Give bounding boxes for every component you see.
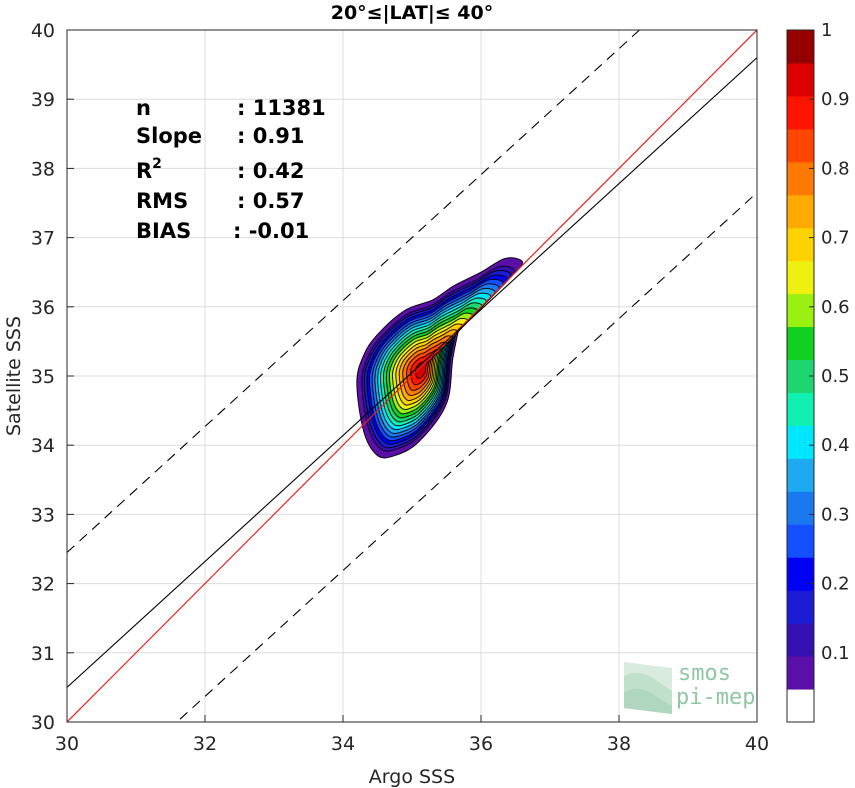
colorbar-segment [787, 326, 814, 361]
y-axis-label: Satellite SSS [3, 316, 25, 436]
colorbar-tick-label: 0.9 [821, 89, 850, 110]
stat-bias-label: BIAS [136, 219, 191, 243]
colorbar-segment [787, 557, 814, 591]
chart-title: 20°≤|LAT|≤ 40° [331, 2, 494, 24]
y-tick-label: 37 [31, 228, 55, 250]
stat-slope-value: : 0.91 [237, 124, 305, 148]
colorbar-segment [787, 260, 814, 295]
colorbar-segment [787, 524, 814, 558]
colorbar-tick-label: 1 [821, 20, 832, 41]
y-axis-ticks: 30 31 32 33 34 35 36 37 38 39 40 [31, 20, 74, 734]
colorbar-segment [787, 689, 814, 723]
stat-rms-value: : 0.57 [237, 189, 305, 213]
colorbar-segment [787, 293, 814, 328]
colorbar-segment [787, 491, 814, 525]
colorbar-segment [787, 128, 814, 163]
colorbar-segment [787, 95, 814, 130]
stat-r2-base: R [136, 159, 152, 183]
colorbar-tick-label: 0.8 [821, 158, 850, 179]
y-tick-label: 32 [31, 574, 55, 596]
colorbar-segment [787, 227, 814, 262]
colorbar-segment [787, 425, 814, 459]
x-tick-label: 36 [469, 733, 493, 755]
fit-lines [67, 30, 757, 722]
colorbar-tick-label: 0.4 [821, 435, 850, 456]
stat-slope-label: Slope [136, 124, 202, 148]
density-contour-level [414, 356, 434, 379]
colorbar-tick-label: 0.6 [821, 297, 850, 318]
stat-r2-value: : 0.42 [237, 159, 305, 183]
upper-bound-line [67, 30, 641, 553]
y-tick-label: 34 [31, 435, 55, 457]
colorbar-segment [787, 590, 814, 624]
x-axis-label: Argo SSS [369, 766, 455, 788]
colorbar-segment [787, 392, 814, 426]
stat-r2-sup: 2 [152, 156, 162, 172]
stat-r2-label: R2 [136, 156, 162, 183]
x-tick-label: 38 [607, 733, 631, 755]
x-axis-ticks: 30 32 34 36 38 40 [55, 715, 769, 755]
lower-bound-line [176, 192, 757, 722]
colorbar-tick-label: 0.3 [821, 504, 850, 525]
colorbar-segment [787, 194, 814, 229]
colorbar-segment [787, 30, 814, 64]
colorbar-segment [787, 458, 814, 492]
colorbar-tick-label: 0.1 [821, 643, 850, 664]
colorbar-tick-label: 0.5 [821, 366, 850, 387]
logo-line1: smos [678, 661, 731, 686]
y-tick-label: 38 [31, 158, 55, 180]
stat-bias-value: : -0.01 [233, 219, 309, 243]
colorbar-segment [787, 62, 814, 97]
colorbar-ticks: 0.1 0.2 0.3 0.4 0.5 0.6 0.7 0.8 0.9 1 [809, 20, 850, 664]
y-tick-label: 36 [31, 297, 55, 319]
y-tick-label: 30 [31, 712, 55, 734]
x-tick-label: 34 [331, 733, 355, 755]
stat-rms-label: RMS [136, 189, 188, 213]
regression-line [67, 57, 757, 688]
y-tick-label: 35 [31, 366, 55, 388]
stat-n-value: : 11381 [237, 96, 326, 120]
stats-box: n : 11381 Slope : 0.91 R2 : 0.42 RMS : 0… [136, 96, 326, 243]
smos-pimep-logo: smos pi-mep [624, 661, 755, 714]
colorbar-tick-label: 0.7 [821, 228, 850, 249]
colorbar [787, 30, 814, 723]
x-tick-label: 40 [745, 733, 769, 755]
y-tick-label: 40 [31, 20, 55, 42]
identity-line [67, 30, 757, 722]
colorbar-tick-label: 0.2 [821, 574, 850, 595]
x-tick-label: 32 [193, 733, 217, 755]
y-tick-label: 31 [31, 643, 55, 665]
y-tick-label: 33 [31, 504, 55, 526]
logo-wave-icon [624, 662, 672, 714]
colorbar-segment [787, 161, 814, 196]
colorbar-segment [787, 623, 814, 657]
y-tick-label: 39 [31, 89, 55, 111]
colorbar-segment [787, 656, 814, 690]
stat-n-label: n [136, 96, 151, 120]
x-tick-label: 30 [55, 733, 79, 755]
logo-line2: pi-mep [676, 685, 755, 710]
